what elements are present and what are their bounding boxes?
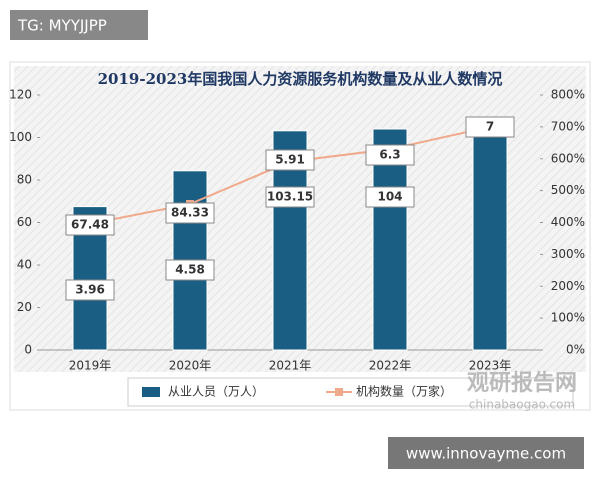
y2-tick-label: 500% (551, 183, 585, 197)
y-tick-label: 120 (9, 88, 32, 102)
data-label: 4.58 (175, 263, 205, 277)
x-tick-label: 2022年 (369, 359, 412, 373)
label-bg (365, 144, 415, 166)
watermark-url: chinabaogao.com (469, 398, 575, 412)
badge: TG: MYYJJPP (17, 17, 107, 35)
y2-tick-label: 400% (551, 215, 585, 229)
x-tick-label: 2021年 (269, 359, 312, 373)
website-bg (388, 437, 584, 469)
data-label: 104 (377, 190, 402, 204)
data-label: 67.48 (71, 218, 109, 232)
label-bg (265, 149, 315, 171)
y2-tick-label: 800% (551, 88, 585, 102)
y2-tick-label: 0% (566, 343, 585, 357)
chart-title: 2019-2023年国我国人力资源服务机构数量及从业人数情况 (98, 70, 503, 88)
y2-tick-label: 100% (551, 311, 585, 325)
data-label: 7 (486, 120, 494, 134)
y-tick-label: 80 (17, 173, 32, 187)
y-tick-label: 60 (17, 215, 32, 229)
data-label: 3.96 (75, 283, 105, 297)
watermark-title: 观研报告网 (467, 371, 577, 396)
y-tick-label: 40 (17, 258, 32, 272)
legend-swatch (335, 388, 343, 396)
y2-tick-label: 200% (551, 279, 585, 293)
y-tick-label: 20 (17, 300, 32, 314)
y2-tick-label: 700% (551, 119, 585, 133)
x-tick-label: 2023年 (469, 359, 512, 373)
label-bg (265, 186, 315, 208)
label-bg (465, 116, 515, 138)
bar (372, 128, 408, 351)
bar (472, 124, 508, 351)
badge-bg (10, 10, 148, 40)
legend-label: 从业人员（万人） (168, 385, 264, 399)
y-tick-label: 100 (9, 130, 32, 144)
x-tick-label: 2019年 (69, 359, 112, 373)
x-tick-label: 2020年 (169, 359, 212, 373)
chart: 0 20 40 60 80 100 120 0% 100% 200% 300% 400% 500% 600… (9, 88, 585, 399)
legend-swatch (142, 387, 160, 397)
y-tick-label: 0 (24, 343, 32, 357)
legend-label: 机构数量（万家） (356, 384, 452, 399)
label-bg (165, 202, 215, 224)
y2-tick-label: 300% (551, 247, 585, 261)
label-bg (165, 259, 215, 281)
label-bg (365, 186, 415, 208)
y2-tick-label: 600% (551, 151, 585, 165)
label-bg (65, 279, 115, 301)
data-label: 5.91 (275, 153, 305, 167)
data-label: 103.15 (267, 190, 313, 204)
data-label: 6.3 (379, 148, 400, 162)
label-bg (65, 214, 115, 236)
data-label: 84.33 (171, 206, 209, 220)
website: www.innovayme.com (406, 445, 566, 463)
